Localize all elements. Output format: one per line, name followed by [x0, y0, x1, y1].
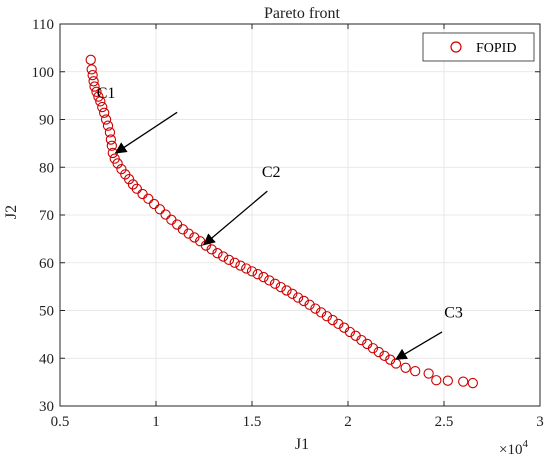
data-point — [373, 346, 384, 358]
data-point — [143, 193, 154, 204]
data-point — [223, 254, 235, 266]
x-tick-label: 2 — [344, 414, 352, 430]
data-point — [385, 354, 396, 365]
data-point — [148, 198, 160, 210]
data-point — [112, 158, 123, 169]
data-point — [246, 266, 258, 277]
data-point — [93, 91, 104, 102]
data-point — [269, 278, 281, 289]
axis-ticks: 0.5 1 1.5 2 2.5 3 30 40 50 60 70 80 90 100 110 — [32, 17, 544, 430]
annotation-label: C2 — [262, 164, 281, 181]
annotation-arrow — [203, 190, 268, 246]
data-point — [379, 350, 390, 362]
data-point — [235, 260, 246, 271]
y-tick-label: 60 — [39, 256, 54, 272]
data-point — [356, 334, 367, 346]
data-point — [431, 375, 442, 386]
data-point — [100, 114, 112, 125]
data-point — [344, 326, 356, 338]
data-point — [298, 295, 309, 307]
data-point — [91, 86, 102, 97]
legend: FOPID — [422, 32, 535, 62]
data-point — [367, 343, 379, 354]
data-point — [442, 375, 453, 386]
y-tick-label: 30 — [39, 399, 54, 415]
y-axis-label: J2 — [3, 205, 20, 219]
data-point — [88, 76, 99, 87]
annotation-arrow — [394, 331, 443, 360]
data-point — [241, 263, 252, 274]
x-tick-label: 3 — [536, 414, 544, 430]
data-point — [315, 307, 327, 318]
x-axis-label: J1 — [295, 436, 309, 453]
data-point — [281, 285, 292, 296]
data-point — [275, 281, 286, 293]
data-point — [327, 314, 338, 326]
data-point — [287, 288, 298, 299]
data-point — [400, 362, 411, 373]
data-point — [333, 318, 344, 330]
x-multiplier: ×104 — [499, 438, 528, 458]
data-point — [321, 311, 333, 322]
y-tick-label: 110 — [32, 17, 54, 33]
data-point — [467, 377, 478, 389]
data-point — [183, 228, 194, 239]
data-point — [292, 292, 304, 303]
data-point — [116, 164, 127, 175]
annotation-label: C3 — [444, 305, 463, 322]
data-point — [105, 134, 117, 145]
x-tick-label: 1.5 — [243, 414, 262, 430]
chart-title: Pareto front — [264, 5, 341, 22]
data-point — [189, 232, 200, 243]
y-tick-label: 70 — [39, 208, 54, 224]
y-tick-label: 100 — [32, 65, 55, 81]
legend-marker — [450, 41, 462, 53]
fopid-series — [85, 54, 478, 389]
data-point — [97, 101, 108, 113]
data-point — [99, 107, 110, 118]
data-point — [264, 275, 275, 286]
data-point — [104, 127, 116, 138]
data-point — [102, 120, 114, 131]
data-point — [258, 271, 269, 283]
data-point — [95, 96, 106, 107]
data-point — [218, 251, 229, 262]
data-point — [252, 269, 263, 280]
data-point — [154, 204, 165, 215]
x-tick-label: 1 — [152, 414, 160, 430]
data-point — [212, 248, 223, 259]
y-tick-label: 50 — [39, 304, 54, 320]
data-point — [229, 257, 240, 268]
legend-label: FOPID — [476, 41, 516, 56]
data-point — [304, 299, 315, 310]
data-point — [131, 183, 142, 194]
x-tick-label: 2.5 — [435, 414, 454, 430]
data-point — [87, 69, 98, 81]
x-multiplier-exponent: 4 — [522, 438, 528, 450]
annotations: C1 C2 C3 — [97, 85, 463, 360]
data-point — [160, 209, 171, 220]
x-multiplier-base: ×10 — [499, 442, 522, 458]
data-point — [310, 303, 321, 314]
y-tick-label: 90 — [39, 113, 54, 129]
x-tick-label: 0.5 — [51, 414, 70, 430]
y-tick-label: 40 — [39, 351, 54, 367]
annotation-arrow — [114, 111, 178, 154]
legend-box — [422, 32, 535, 62]
data-point — [423, 368, 434, 379]
data-point — [86, 64, 97, 75]
y-tick-label: 80 — [39, 160, 54, 176]
annotation-label: C1 — [97, 85, 116, 102]
data-point — [458, 376, 469, 387]
data-point — [410, 365, 421, 377]
data-point — [123, 174, 135, 185]
data-point — [89, 81, 100, 92]
